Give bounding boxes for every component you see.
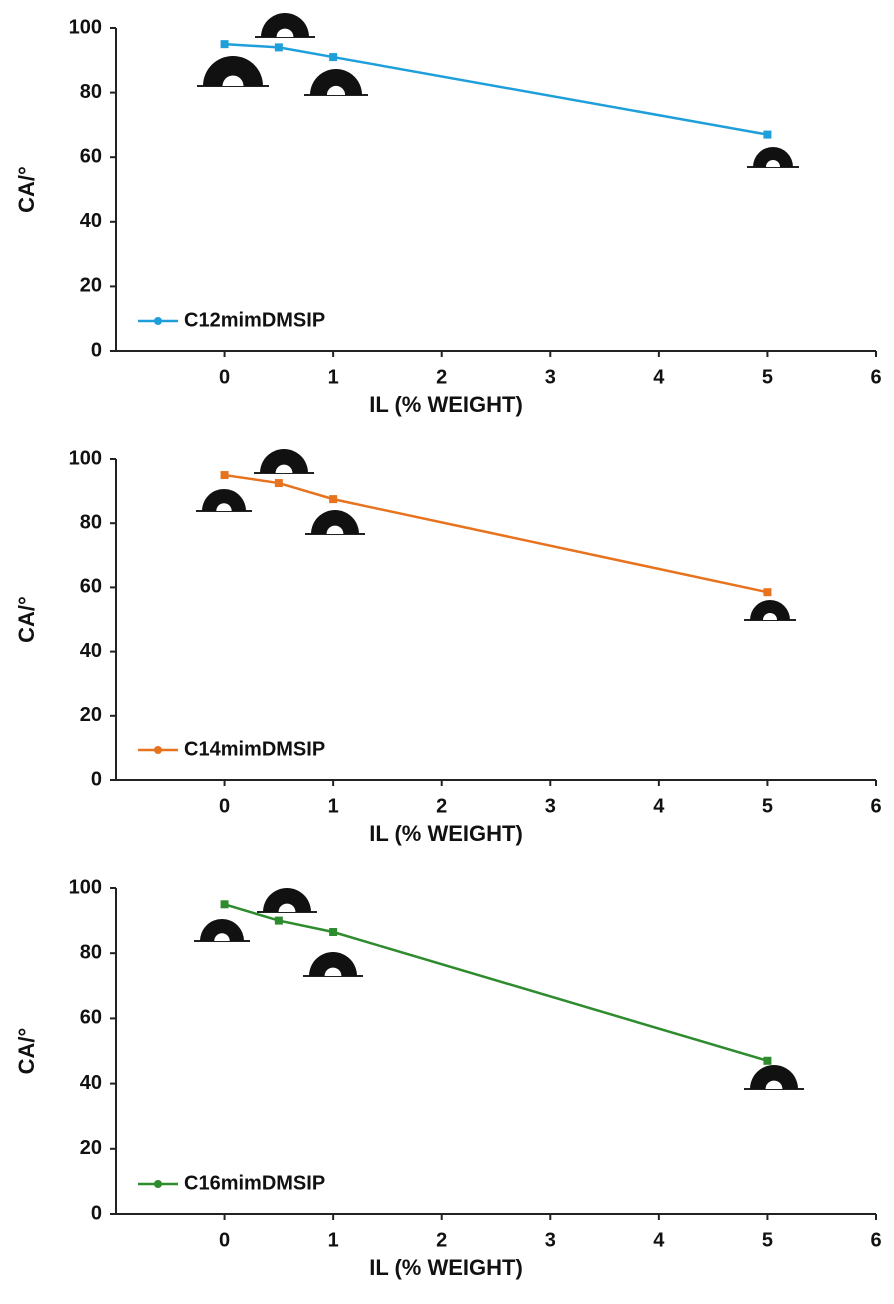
x-tick-label: 1: [328, 366, 339, 388]
x-tick-label: 5: [762, 795, 773, 817]
droplet-highlight: [763, 613, 777, 620]
y-tick-label: 40: [80, 210, 102, 232]
data-point: [763, 1056, 772, 1065]
droplet: [750, 600, 790, 620]
y-tick-label: 0: [91, 1202, 102, 1224]
droplet: [260, 449, 308, 473]
series-line: [224, 42, 768, 136]
droplet-highlight: [766, 160, 780, 167]
droplet-highlight: [275, 464, 293, 473]
data-point: [329, 928, 338, 937]
chart-panel: 0 20 40 60 80 100 0 1 2 3 4 5 6 IL (% WEIGHT) CA/° C14m…: [14, 447, 882, 846]
droplet-highlight: [214, 933, 230, 941]
y-axis-label: CA/°: [14, 596, 39, 643]
y-tick-label: 100: [69, 876, 102, 898]
x-tick-label: 4: [653, 1229, 665, 1251]
y-tick-label: 20: [80, 275, 102, 297]
data-point: [220, 471, 229, 480]
droplet: [310, 69, 362, 95]
legend-label: C14mimDMSIP: [184, 738, 325, 760]
legend-label: C16mimDMSIP: [184, 1172, 325, 1194]
y-tick-label: 80: [80, 81, 102, 103]
x-tick-label: 2: [436, 366, 447, 388]
y-tick-label: 0: [91, 768, 102, 790]
data-point: [220, 40, 229, 49]
data-point: [329, 495, 338, 504]
x-axis-label: IL (% WEIGHT): [369, 392, 523, 417]
x-tick-label: 1: [328, 795, 339, 817]
x-tick-label: 3: [545, 366, 556, 388]
x-tick-label: 2: [436, 795, 447, 817]
droplet: [263, 888, 311, 912]
x-tick-label: 6: [870, 1229, 881, 1251]
droplet: [203, 56, 263, 86]
droplet-highlight: [326, 525, 344, 534]
y-tick-label: 60: [80, 576, 102, 598]
x-tick-label: 5: [762, 366, 773, 388]
y-tick-label: 80: [80, 941, 102, 963]
x-tick-label: 0: [219, 366, 230, 388]
droplet: [750, 1065, 798, 1089]
chart-panel: 0 20 40 60 80 100 0 1 2 3 4 5 6 IL (% WEIGHT) CA/° C16m…: [14, 876, 882, 1280]
y-tick-label: 100: [69, 16, 102, 38]
x-tick-label: 6: [870, 795, 881, 817]
y-tick-label: 80: [80, 511, 102, 533]
droplet: [309, 952, 357, 976]
legend-marker: [154, 1180, 162, 1188]
legend-marker: [154, 746, 162, 754]
x-axis-label: IL (% WEIGHT): [369, 1255, 523, 1280]
x-tick-label: 5: [762, 1229, 773, 1251]
droplet-highlight: [222, 75, 244, 86]
legend-label: C12mimDMSIP: [184, 309, 325, 331]
y-tick-label: 40: [80, 1072, 102, 1094]
data-point: [274, 43, 283, 52]
droplet-highlight: [216, 503, 232, 511]
data-point: [274, 479, 283, 488]
y-tick-label: 40: [80, 640, 102, 662]
droplet: [261, 13, 309, 37]
droplet-highlight: [276, 28, 294, 37]
y-tick-label: 20: [80, 1137, 102, 1159]
droplet: [202, 489, 246, 511]
droplet: [200, 919, 244, 941]
x-tick-label: 6: [870, 366, 881, 388]
x-tick-label: 3: [545, 795, 556, 817]
data-point: [763, 588, 772, 597]
x-tick-label: 1: [328, 1229, 339, 1251]
x-tick-label: 3: [545, 1229, 556, 1251]
droplet-highlight: [324, 967, 342, 976]
droplet: [311, 510, 359, 534]
x-axis-label: IL (% WEIGHT): [369, 821, 523, 846]
x-tick-label: 2: [436, 1229, 447, 1251]
y-axis-label: CA/°: [14, 1028, 39, 1075]
data-point: [220, 900, 229, 909]
data-point: [763, 130, 772, 139]
y-tick-label: 60: [80, 145, 102, 167]
y-axis-label: CA/°: [14, 166, 39, 213]
y-tick-label: 0: [91, 339, 102, 361]
data-point: [329, 53, 338, 62]
chart-panel: 0 20 40 60 80 100 0 1 2 3 4 5 6 IL (% WEIGHT) CA/° C12m…: [14, 13, 882, 417]
droplet: [753, 147, 793, 167]
series-line: [224, 473, 768, 594]
x-tick-label: 4: [653, 795, 665, 817]
droplet-highlight: [765, 1080, 783, 1089]
legend-marker: [154, 317, 162, 325]
droplet-highlight: [326, 85, 346, 95]
series-line: [224, 903, 768, 1062]
y-tick-label: 100: [69, 447, 102, 469]
data-point: [274, 916, 283, 925]
x-tick-label: 4: [653, 366, 665, 388]
x-tick-label: 0: [219, 795, 230, 817]
x-tick-label: 0: [219, 1229, 230, 1251]
y-tick-label: 20: [80, 704, 102, 726]
droplet-highlight: [278, 903, 296, 912]
y-tick-label: 60: [80, 1007, 102, 1029]
